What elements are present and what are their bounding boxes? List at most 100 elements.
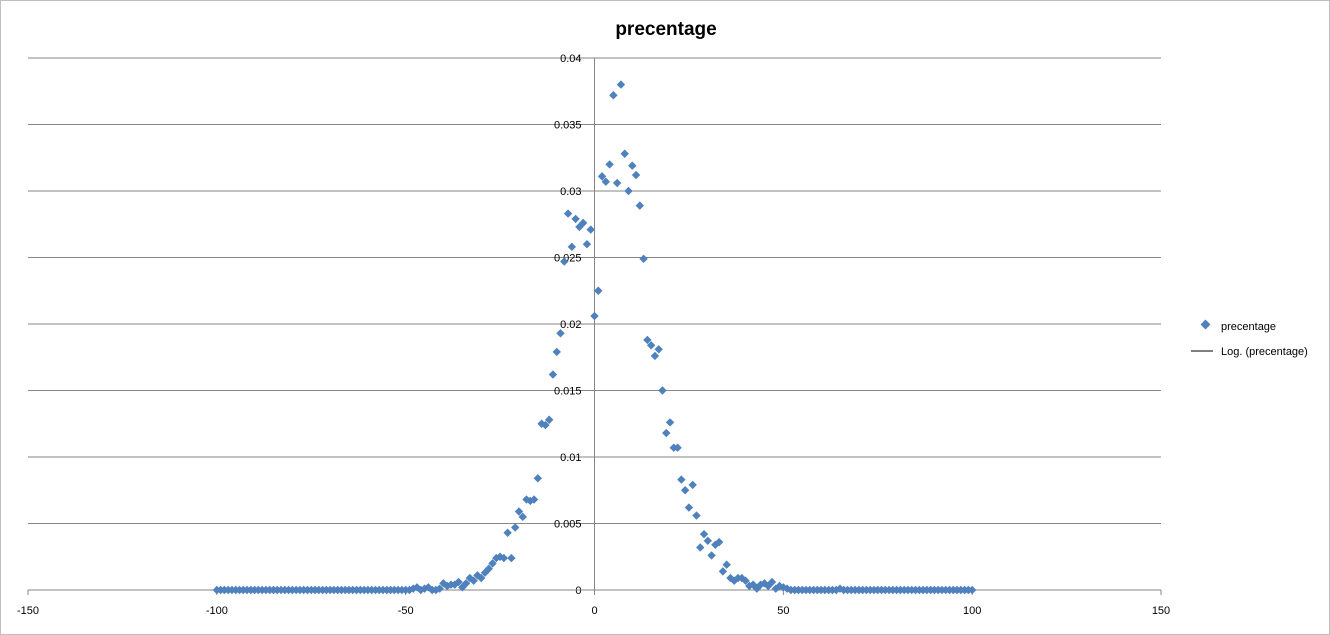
data-point <box>594 286 603 295</box>
data-point <box>597 172 607 181</box>
data-point <box>477 573 486 583</box>
data-point <box>699 529 709 539</box>
data-point <box>707 551 716 560</box>
data-point <box>703 536 712 545</box>
y-tick-label: 0 <box>575 585 581 597</box>
data-point <box>533 474 543 483</box>
data-point <box>510 523 520 532</box>
data-point <box>835 584 845 593</box>
data-point <box>631 170 641 180</box>
data-point <box>688 480 697 490</box>
y-tick-label: 0.04 <box>560 53 581 65</box>
data-point <box>673 443 682 452</box>
data-point <box>563 209 573 218</box>
data-point <box>760 579 769 588</box>
data-point <box>420 584 429 593</box>
legend-label-log-trendline: Log. (precentage) <box>1221 346 1308 358</box>
data-point <box>601 177 611 186</box>
y-tick-label: 0.015 <box>554 386 582 398</box>
data-point <box>628 161 637 170</box>
data-point <box>518 512 527 522</box>
data-point <box>658 386 667 395</box>
data-point <box>560 257 569 266</box>
data-point <box>575 222 584 232</box>
data-point <box>439 579 448 588</box>
data-point <box>737 573 746 583</box>
x-tick-label: 0 <box>591 605 597 617</box>
data-point <box>635 201 645 210</box>
x-tick-label: 50 <box>777 605 789 617</box>
data-point <box>488 559 497 568</box>
data-point <box>458 583 467 592</box>
data-point <box>571 214 580 224</box>
y-tick-label: 0.025 <box>554 253 582 265</box>
data-point <box>484 564 493 573</box>
data-point <box>650 351 660 361</box>
y-tick-label: 0.02 <box>560 319 581 331</box>
data-point <box>454 577 463 587</box>
data-point <box>469 576 478 585</box>
data-point <box>548 370 558 379</box>
data-point <box>730 576 739 585</box>
data-point <box>624 186 633 196</box>
data-point <box>537 419 546 428</box>
data-point <box>480 568 490 577</box>
data-point <box>654 345 663 354</box>
data-point <box>605 160 614 169</box>
legend: precentage Log. (precentage) <box>1191 319 1308 358</box>
x-tick-label: -50 <box>398 605 414 617</box>
data-point <box>662 428 671 438</box>
data-point <box>639 254 648 264</box>
data-points <box>212 80 977 595</box>
x-tick-label: 150 <box>1152 605 1170 617</box>
x-tick-label: -150 <box>17 605 39 617</box>
data-point <box>450 580 459 589</box>
data-point <box>609 91 618 100</box>
data-point <box>696 543 705 552</box>
x-tick-label: 100 <box>963 605 981 617</box>
data-point <box>741 576 750 585</box>
data-point <box>616 80 626 89</box>
data-point <box>680 486 690 495</box>
data-point <box>578 218 588 228</box>
data-point <box>552 347 561 357</box>
data-point <box>590 311 599 321</box>
data-point <box>567 242 577 252</box>
data-point <box>718 567 728 576</box>
data-point <box>711 540 720 549</box>
data-point <box>409 584 418 593</box>
data-point <box>684 503 694 512</box>
data-point <box>507 553 516 563</box>
data-point <box>779 583 788 592</box>
data-point <box>714 537 724 547</box>
data-point <box>529 495 539 504</box>
data-point <box>499 553 509 563</box>
axes: 0 0.005 0.01 0.015 0.02 0.025 0.03 0.035 0.04 -15… <box>17 53 1170 617</box>
y-tick-label: 0.03 <box>560 186 581 198</box>
data-point <box>503 528 512 538</box>
data-point <box>967 585 977 595</box>
data-point <box>514 507 524 516</box>
data-point <box>677 475 686 484</box>
y-tick-label: 0.005 <box>554 519 582 531</box>
data-point <box>665 418 675 427</box>
data-point <box>541 420 550 430</box>
legend-label-precentage: precentage <box>1221 321 1276 333</box>
data-point <box>752 584 762 593</box>
y-tick-label: 0.01 <box>560 452 581 464</box>
data-point <box>544 415 554 424</box>
data-point <box>492 553 501 563</box>
data-point <box>620 149 629 158</box>
data-point <box>556 329 565 338</box>
data-point <box>612 178 622 188</box>
x-tick-label: -100 <box>206 605 228 617</box>
data-point <box>692 511 701 520</box>
data-point <box>582 240 592 249</box>
data-point <box>767 577 777 587</box>
data-point <box>461 579 471 588</box>
data-point <box>643 335 652 345</box>
data-point <box>586 225 595 234</box>
chart-title: precentage <box>615 19 716 40</box>
data-point <box>435 584 444 593</box>
